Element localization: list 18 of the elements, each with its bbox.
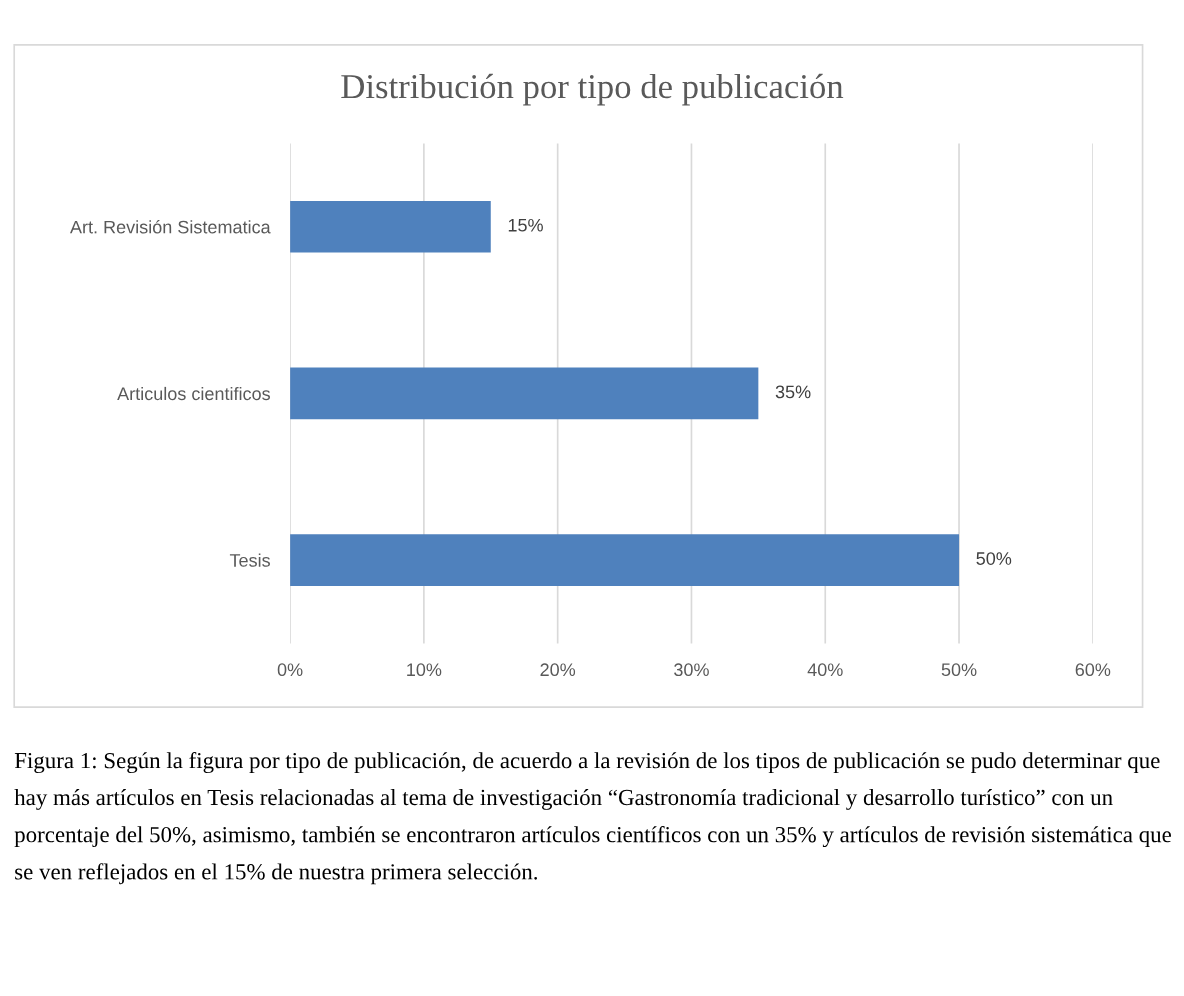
chart-title: Distribución por tipo de publicación	[341, 73, 844, 106]
x-tick-label: 50%	[941, 663, 977, 677]
x-tick-label: 10%	[407, 663, 442, 677]
data-label: 35%	[775, 385, 811, 399]
x-tick-label: 60%	[1075, 663, 1111, 677]
x-tick-label: 40%	[807, 663, 843, 677]
data-label: 15%	[508, 218, 543, 232]
bar	[290, 534, 960, 586]
bar	[290, 367, 759, 420]
data-label: 50%	[976, 552, 1012, 565]
text: Figura 1: Según la figura por tipo de publicación, de acuerdo a la revisión de los tipos de publicación se pudo determinar que hay más artículos en Tesis relacionadas al tema de investigación “Gastronomía tradicional y desarrollo turístico” con un porcentaje del 50%, asimismo, también se encontraron artículos científicos con un 35% y artículos de revisión sistemática que se ven reflejados en el 15% de nuestra primera selección.	[14, 751, 1171, 885]
x-tick-label: 0%	[277, 663, 303, 677]
x-tick-label: 20%	[540, 663, 576, 677]
bar	[290, 200, 491, 253]
x-tick-label: 30%	[674, 663, 709, 677]
y-tick-label: Articulos cientificos	[117, 386, 270, 401]
y-tick-label: Tesis	[229, 553, 270, 567]
y-tick-label: Art. Revisión Sistematica	[70, 220, 271, 234]
